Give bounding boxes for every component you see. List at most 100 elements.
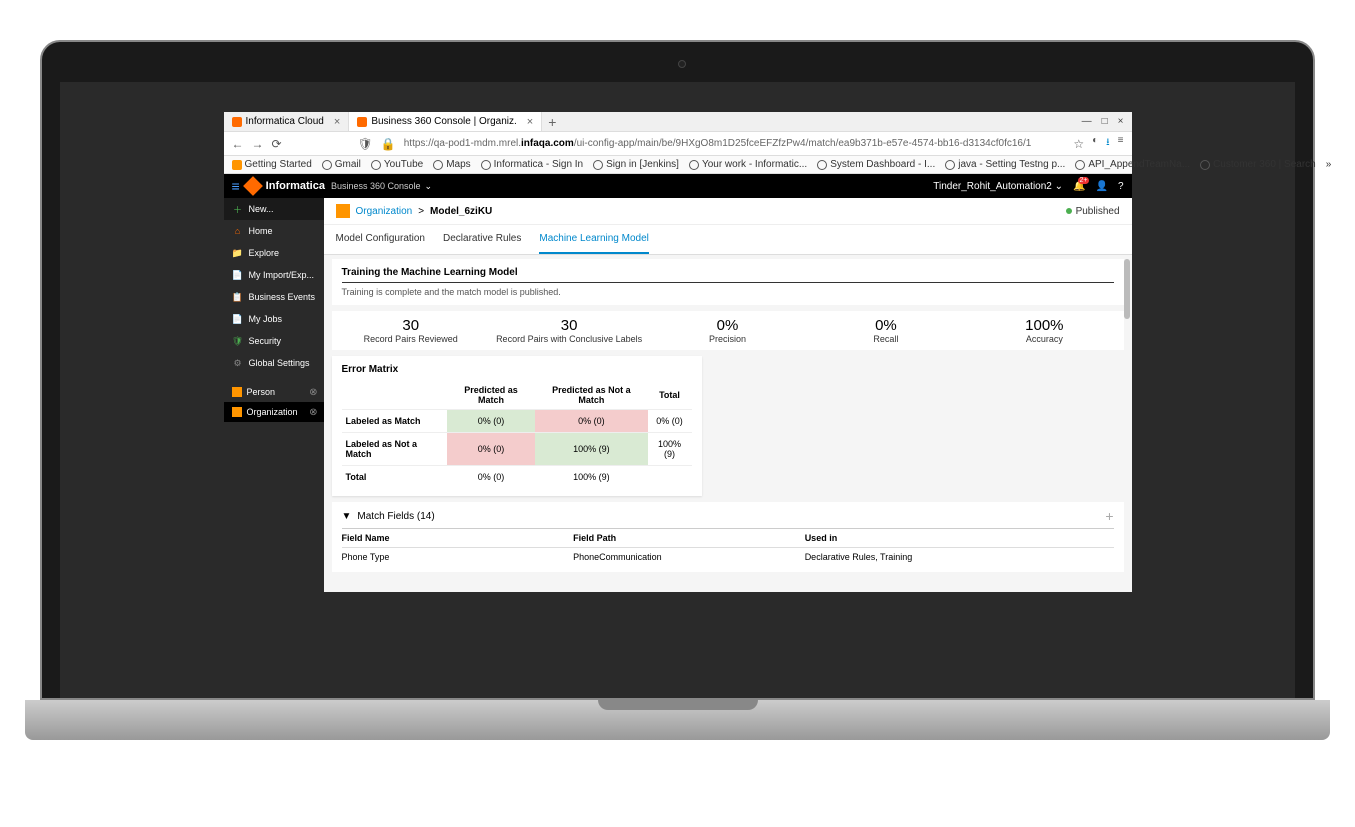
url-input[interactable]: https://qa-pod1-mdm.mrel.infaqa.com/ui-c… <box>404 138 1066 149</box>
scrollbar-thumb[interactable] <box>1124 259 1130 319</box>
matrix-cell: 0% (0) <box>447 466 535 489</box>
bookmark-item[interactable]: Your work - Informatic... <box>689 159 807 170</box>
stat-label: Record Pairs Reviewed <box>332 334 490 344</box>
globe-icon <box>371 160 381 170</box>
browser-tab-active[interactable]: Business 360 Console | Organiz. × <box>349 112 542 131</box>
tab-machine-learning-model[interactable]: Machine Learning Model <box>539 225 649 254</box>
forward-button[interactable]: → <box>252 137 264 151</box>
header-right: Tinder_Rohit_Automation2 ⌄ 🔔2+ 👤 ? <box>933 181 1123 192</box>
field-name: Phone Type <box>342 552 574 562</box>
matrix-title: Error Matrix <box>342 364 692 375</box>
globe-icon <box>1200 160 1210 170</box>
collapse-icon[interactable]: ▼ <box>342 511 352 522</box>
globe-icon <box>481 160 491 170</box>
entity-icon <box>232 407 242 417</box>
globe-icon <box>1075 160 1085 170</box>
shield-icon[interactable]: 🛡 <box>358 137 373 151</box>
matrix-cell: 0% (0) <box>447 410 535 433</box>
bookmark-item[interactable]: Getting Started <box>232 159 312 170</box>
notifications-button[interactable]: 🔔2+ <box>1073 181 1085 192</box>
user-dropdown[interactable]: Tinder_Rohit_Automation2 ⌄ <box>933 181 1063 192</box>
camera-dot <box>678 60 686 68</box>
scrollbar-track <box>1124 259 1130 588</box>
sidebar-item-business-events[interactable]: 📋Business Events <box>224 286 324 308</box>
bookmark-item[interactable]: Customer 360 | Search <box>1200 159 1316 170</box>
bookmark-item[interactable]: Maps <box>433 159 470 170</box>
minimize-icon[interactable]: — <box>1082 116 1092 127</box>
add-field-button[interactable]: + <box>1105 508 1113 524</box>
hamburger-icon[interactable]: ≡ <box>232 178 240 194</box>
close-icon[interactable]: × <box>334 116 340 128</box>
address-bar: ← → ⟳ 🛡 🔒 https://qa-pod1-mdm.mrel.infaq… <box>224 132 1132 156</box>
sidebar-item-explore[interactable]: 📁Explore <box>224 242 324 264</box>
close-window-icon[interactable]: × <box>1118 116 1124 127</box>
bookmark-item[interactable]: Gmail <box>322 159 361 170</box>
gear-icon: ⚙ <box>232 357 244 369</box>
bookmark-item[interactable]: Informatica - Sign In <box>481 159 583 170</box>
breadcrumb-org-link[interactable]: Organization <box>356 206 413 217</box>
stat-record-pairs-with-conclusive-labels: 30Record Pairs with Conclusive Labels <box>490 317 648 344</box>
sidebar-item-label: Security <box>249 336 282 346</box>
bookmarks-overflow[interactable]: » <box>1326 159 1332 170</box>
app-header: ≡ Informatica Business 360 Console ⌄ Tin… <box>224 174 1132 198</box>
matrix-row-label: Total <box>342 466 447 489</box>
stat-value: 0% <box>807 317 965 334</box>
browser-tab[interactable]: Informatica Cloud × <box>224 112 350 131</box>
bookmark-item[interactable]: API_AppendTeamNa... <box>1075 159 1190 170</box>
tab-model-configuration[interactable]: Model Configuration <box>336 225 426 254</box>
bookmark-item[interactable]: java - Setting Testng p... <box>945 159 1065 170</box>
laptop-base <box>25 700 1330 740</box>
firefox-icon <box>232 160 242 170</box>
bookmark-item[interactable]: YouTube <box>371 159 423 170</box>
stat-label: Precision <box>648 334 806 344</box>
globe-icon <box>322 160 332 170</box>
field-used-in: Declarative Rules, Training <box>805 552 1114 562</box>
matrix-cell: 100% (9) <box>535 433 647 466</box>
new-tab-button[interactable]: + <box>542 114 562 130</box>
bookmarks-bar: Getting Started Gmail YouTube Maps Infor… <box>224 156 1132 174</box>
stat-value: 0% <box>648 317 806 334</box>
close-tab-icon[interactable]: ⊗ <box>309 407 317 418</box>
close-tab-icon[interactable]: ⊗ <box>309 387 317 398</box>
user-icon[interactable]: 👤 <box>1095 181 1107 192</box>
stat-record-pairs-reviewed: 30Record Pairs Reviewed <box>332 317 490 344</box>
laptop-screen: Informatica Cloud × Business 360 Console… <box>60 82 1295 698</box>
chevron-down-icon[interactable]: ⌄ <box>425 181 433 192</box>
match-field-row[interactable]: Phone TypePhoneCommunicationDeclarative … <box>342 548 1114 566</box>
error-matrix-card: Error Matrix Predicted as MatchPredicted… <box>332 356 702 496</box>
sidebar-item-security[interactable]: 🛡Security <box>224 330 324 352</box>
entity-icon <box>232 387 242 397</box>
sidebar: ＋New...⌂Home📁Explore📄My Import/Exp...📋Bu… <box>224 198 324 592</box>
download-icon[interactable]: ⭳ <box>1106 135 1110 152</box>
help-icon[interactable]: ? <box>1118 181 1124 192</box>
sidebar-tab-person[interactable]: Person⊗ <box>224 382 324 402</box>
matrix-cell <box>648 466 692 489</box>
content-scroll[interactable]: Training the Machine Learning Model Trai… <box>324 255 1132 592</box>
matrix-cell: 0% (0) <box>447 433 535 466</box>
globe-icon <box>817 160 827 170</box>
extension-icon[interactable]: ◐ <box>1092 135 1098 152</box>
maximize-icon[interactable]: □ <box>1102 116 1108 127</box>
back-button[interactable]: ← <box>232 137 244 151</box>
field-path: PhoneCommunication <box>573 552 805 562</box>
sidebar-item-my-jobs[interactable]: 📄My Jobs <box>224 308 324 330</box>
star-icon[interactable]: ☆ <box>1073 137 1084 151</box>
matrix-col-header: Total <box>648 381 692 410</box>
close-icon[interactable]: × <box>527 116 533 128</box>
sidebar-item-new-[interactable]: ＋New... <box>224 198 324 220</box>
match-fields-header[interactable]: ▼ Match Fields (14) + <box>342 508 1114 529</box>
reload-button[interactable]: ⟳ <box>272 137 282 151</box>
lock-icon: 🔒 <box>381 137 396 151</box>
sidebar-item-my-import-exp-[interactable]: 📄My Import/Exp... <box>224 264 324 286</box>
bookmark-item[interactable]: Sign in [Jenkins] <box>593 159 679 170</box>
matrix-col-header <box>342 381 447 410</box>
sidebar-item-label: My Import/Exp... <box>249 270 315 280</box>
bookmark-item[interactable]: System Dashboard - I... <box>817 159 935 170</box>
entity-icon <box>336 204 350 218</box>
menu-icon[interactable]: ≡ <box>1118 135 1124 152</box>
sidebar-tab-organization[interactable]: Organization⊗ <box>224 402 324 422</box>
sidebar-item-global-settings[interactable]: ⚙Global Settings <box>224 352 324 374</box>
plus-icon: ＋ <box>232 203 244 215</box>
tab-declarative-rules[interactable]: Declarative Rules <box>443 225 521 254</box>
sidebar-item-home[interactable]: ⌂Home <box>224 220 324 242</box>
